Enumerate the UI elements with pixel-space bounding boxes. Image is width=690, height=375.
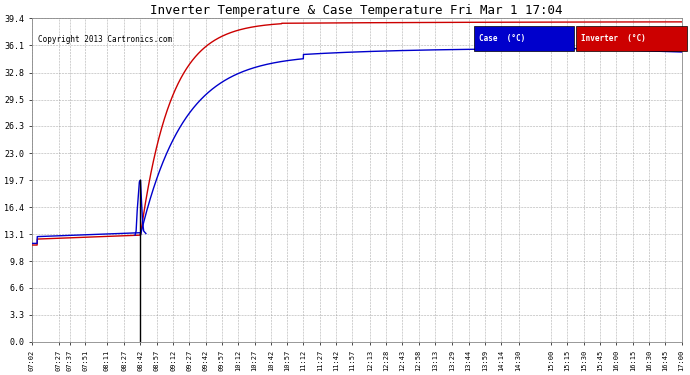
Text: Case  (°C): Case (°C) <box>479 34 525 43</box>
Title: Inverter Temperature & Case Temperature Fri Mar 1 17:04: Inverter Temperature & Case Temperature … <box>150 4 563 17</box>
FancyBboxPatch shape <box>576 26 687 51</box>
FancyBboxPatch shape <box>473 26 574 51</box>
Text: Inverter  (°C): Inverter (°C) <box>582 34 647 43</box>
Text: Copyright 2013 Cartronics.com: Copyright 2013 Cartronics.com <box>39 34 172 44</box>
